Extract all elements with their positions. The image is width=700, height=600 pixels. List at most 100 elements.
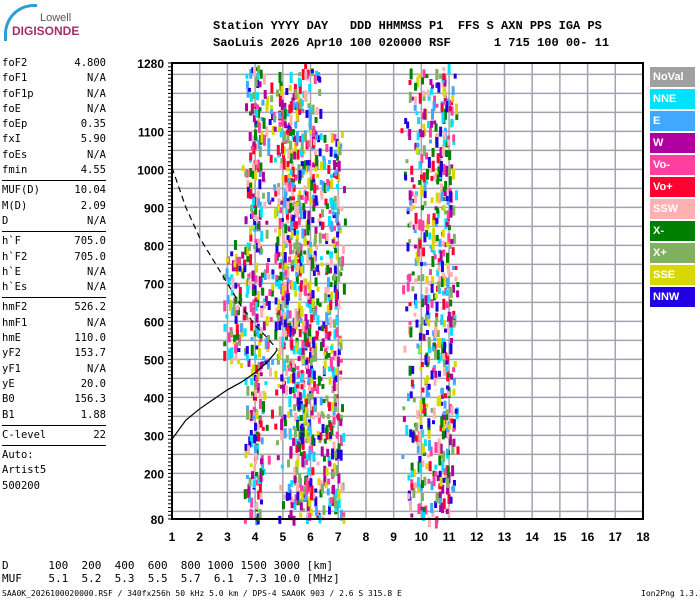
echo-point: [451, 247, 455, 256]
param-value: 10.04: [74, 184, 106, 197]
echo-point: [293, 151, 297, 160]
echo-point: [442, 73, 446, 81]
echo-point: [267, 273, 271, 280]
echo-point: [320, 483, 324, 494]
param-row: foF2 4.800: [2, 56, 106, 71]
echo-point: [254, 75, 258, 87]
echo-point: [445, 196, 449, 202]
echo-point: [319, 161, 323, 171]
echo-point: [409, 68, 413, 80]
echo-point: [230, 306, 234, 316]
echo-point: [452, 134, 456, 142]
echo-point: [427, 315, 431, 327]
echo-point: [292, 345, 296, 355]
echo-point: [230, 355, 234, 363]
echo-point: [243, 348, 247, 353]
echo-point: [293, 83, 297, 93]
echo-point: [333, 350, 337, 360]
echo-point: [237, 334, 241, 343]
echo-point: [435, 103, 439, 108]
echo-point: [410, 379, 414, 387]
echo-point: [252, 415, 256, 420]
echo-point: [302, 485, 306, 495]
echo-point: [244, 351, 248, 356]
echo-point: [246, 385, 250, 396]
echo-point: [265, 262, 269, 273]
echo-point: [433, 342, 437, 347]
echo-point: [280, 429, 284, 441]
echo-point: [245, 293, 249, 298]
echo-point: [259, 336, 263, 343]
echo-point: [230, 251, 234, 257]
echo-point: [284, 224, 288, 234]
echo-point: [445, 409, 449, 415]
echo-point: [453, 360, 457, 367]
echo-point: [290, 259, 294, 269]
echo-point: [430, 502, 434, 513]
echo-point: [335, 254, 339, 261]
echo-point: [432, 407, 436, 419]
echo-point: [406, 274, 410, 281]
echo-point: [250, 344, 254, 356]
y-tick-label: 900: [144, 201, 164, 215]
echo-point: [339, 509, 343, 521]
echo-point: [438, 261, 442, 266]
echo-point: [304, 398, 308, 407]
echo-point: [430, 283, 434, 293]
echo-point: [286, 129, 290, 135]
echo-point: [287, 514, 291, 519]
echo-point: [254, 472, 258, 477]
echo-point: [422, 123, 426, 129]
echo-point: [420, 185, 424, 197]
echo-point: [440, 387, 444, 395]
echo-point: [286, 332, 290, 337]
echo-point: [258, 276, 262, 288]
echo-point: [431, 160, 435, 172]
echo-point: [308, 84, 312, 93]
param-value: N/A: [87, 72, 106, 85]
echo-point: [308, 159, 312, 166]
echo-point: [305, 364, 309, 369]
echo-point: [339, 449, 343, 461]
echo-point: [251, 289, 255, 297]
echo-point: [280, 464, 284, 469]
echo-point: [286, 132, 290, 144]
echo-point: [450, 106, 454, 116]
echo-point: [451, 265, 455, 270]
param-name: fxI: [2, 133, 21, 146]
echo-point: [309, 196, 313, 205]
echo-point: [240, 363, 244, 369]
echo-point: [441, 81, 445, 88]
param-name: D: [2, 214, 9, 227]
echo-point: [452, 438, 456, 447]
echo-point: [312, 125, 316, 137]
echo-point: [254, 453, 258, 465]
echo-point: [252, 163, 256, 171]
echo-point: [450, 325, 454, 336]
echo-point: [259, 372, 263, 377]
echo-point: [260, 248, 264, 254]
echo-point: [255, 376, 259, 388]
echo-point: [304, 64, 308, 70]
echo-point: [443, 359, 447, 367]
echo-point: [432, 293, 436, 301]
echo-point: [452, 141, 456, 146]
echo-point: [289, 221, 293, 231]
y-tick-label: 400: [144, 391, 164, 405]
echo-point: [289, 101, 293, 113]
echo-point: [257, 432, 261, 442]
echo-point: [306, 364, 310, 374]
echo-point: [419, 463, 423, 474]
y-tick-label: 1280: [137, 57, 164, 71]
echo-point: [313, 234, 317, 244]
echo-point: [297, 179, 301, 184]
param-name: foF1p: [2, 87, 34, 100]
echo-point: [320, 221, 324, 230]
echo-point: [425, 386, 429, 398]
x-tick-label: 13: [498, 530, 512, 544]
echo-point: [232, 306, 236, 316]
echo-point: [452, 427, 456, 432]
echo-point: [278, 217, 282, 229]
echo-point: [301, 508, 305, 513]
echo-point: [319, 397, 323, 406]
